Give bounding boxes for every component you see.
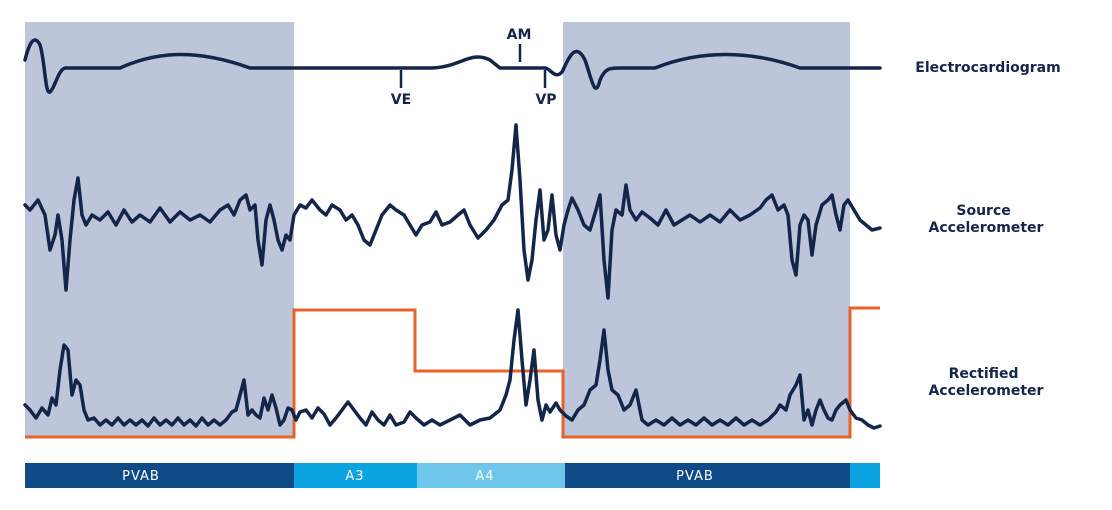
ecg-trace [23,38,882,94]
source-trace [23,123,882,300]
pvab-shade [563,22,850,437]
segment-label: A4 [475,469,494,484]
trace-label-line: Accelerometer [929,383,1044,399]
trace-label: Rectified Accelerometer [929,366,1044,399]
trace-label: Source Accelerometer [929,203,1044,236]
timeline-segment [565,463,850,488]
window-signal [25,306,880,439]
pvab-shade [25,22,294,437]
rectified-trace [23,308,882,430]
trace-label-line: Rectified [949,366,1019,382]
timeline-segment [850,463,880,488]
timeline-segment [294,463,417,488]
segment-label: PVAB [676,469,714,484]
marker-label: VP [535,92,556,108]
marker-label: VE [391,92,411,108]
segment-label: A3 [345,469,364,484]
trace-label-line: Accelerometer [929,220,1044,236]
timeline-segment [25,463,294,488]
timeline-segment [417,463,565,488]
trace-label: Electrocardiogram [915,60,1060,76]
trace-label-line: Source [956,203,1010,219]
marker-label: AM [507,27,532,43]
segment-label: PVAB [122,469,160,484]
